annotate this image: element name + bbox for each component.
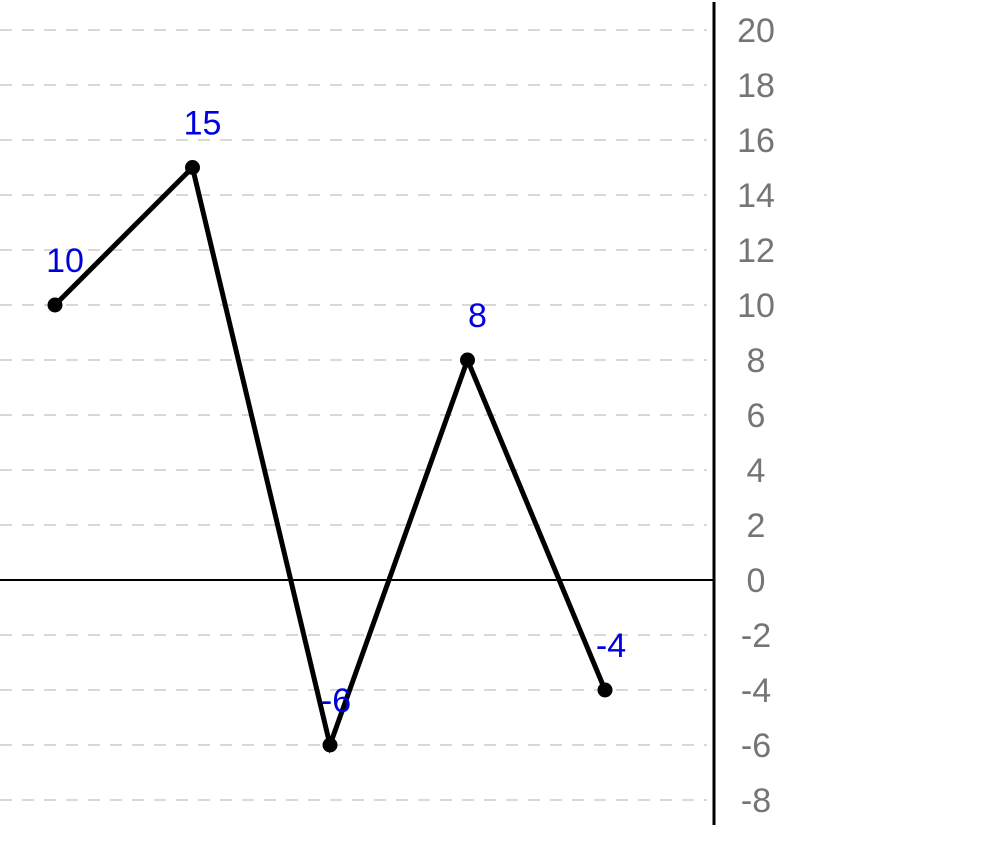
gridlines: [0, 29, 707, 801]
y-tick-label: -6: [741, 727, 771, 765]
data-label: 10: [46, 242, 84, 280]
data-points: [47, 160, 613, 753]
y-tick-label: 2: [747, 507, 766, 545]
series-line-group: [52, 162, 608, 754]
data-label: -4: [596, 627, 626, 665]
y-tick-label: 10: [737, 287, 775, 325]
y-tick-label: 0: [747, 562, 766, 600]
series-line: [52, 162, 608, 754]
y-tick-label: -8: [741, 782, 771, 820]
data-point: [597, 682, 613, 698]
y-tick-label: 6: [747, 397, 766, 435]
y-tick-label: 14: [737, 177, 775, 215]
data-point: [47, 297, 63, 313]
data-labels: 10 15 -6 8 -4: [46, 105, 626, 721]
y-tick-label: 12: [737, 232, 775, 270]
data-point: [185, 160, 200, 175]
y-tick-label: 20: [737, 12, 775, 50]
y-tick-label: 18: [737, 67, 775, 105]
y-tick-label: 4: [747, 452, 766, 490]
y-tick-label: -4: [741, 672, 771, 710]
data-point: [322, 737, 338, 753]
y-tick-label: 8: [747, 342, 766, 380]
data-label: 8: [468, 297, 487, 335]
y-tick-label: 16: [737, 122, 775, 160]
data-label: 15: [184, 105, 222, 143]
data-point: [460, 352, 475, 368]
y-tick-label: -2: [741, 617, 771, 655]
data-label: -6: [321, 682, 351, 720]
